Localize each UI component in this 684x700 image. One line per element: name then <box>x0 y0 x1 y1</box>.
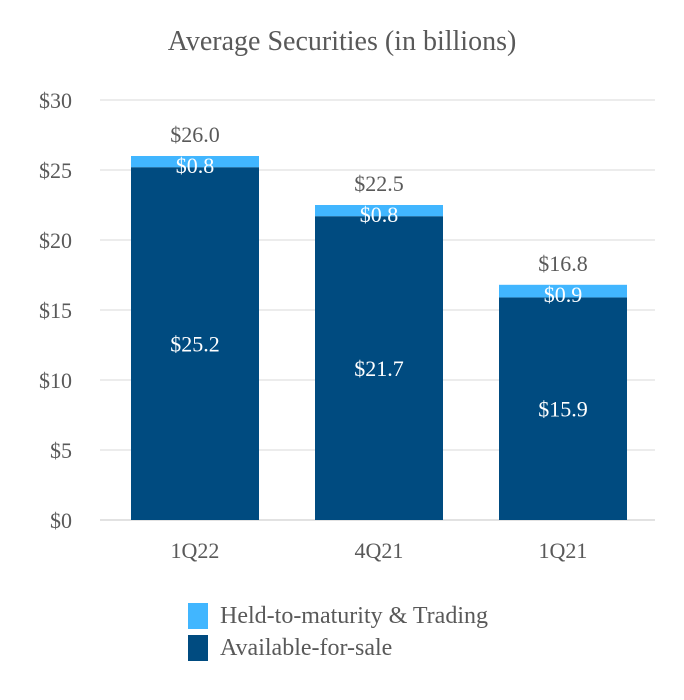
bar-held-to-maturity <box>131 156 259 168</box>
y-tick-label: $10 <box>39 368 72 393</box>
chart-title: Average Securities (in billions) <box>167 26 517 57</box>
legend-label-held-to-maturity: Held-to-maturity & Trading <box>220 602 488 629</box>
x-tick-label: 1Q22 <box>171 538 220 563</box>
legend-item-available-for-sale: Available-for-sale <box>188 632 488 664</box>
legend-item-held-to-maturity: Held-to-maturity & Trading <box>188 600 488 632</box>
x-tick-label: 4Q21 <box>355 538 404 563</box>
total-label: $22.5 <box>354 171 404 196</box>
bar-held-to-maturity <box>499 284 627 298</box>
data-label-held-to-maturity: $0.9 <box>544 282 583 307</box>
y-tick-label: $30 <box>39 88 72 113</box>
data-label-held-to-maturity: $0.8 <box>360 202 399 227</box>
data-label-available-for-sale: $21.7 <box>354 356 404 381</box>
data-label-available-for-sale: $25.2 <box>170 332 220 357</box>
y-tick-label: $15 <box>39 298 72 323</box>
y-tick-label: $25 <box>39 158 72 183</box>
bar-available-for-sale <box>499 297 627 520</box>
legend-swatch-available-for-sale <box>188 635 208 661</box>
data-label-available-for-sale: $15.9 <box>538 397 588 422</box>
y-tick-label: $0 <box>50 508 72 533</box>
bar-available-for-sale <box>315 216 443 520</box>
y-tick-label: $20 <box>39 228 72 253</box>
total-label: $26.0 <box>170 122 220 147</box>
total-label: $16.8 <box>538 251 588 276</box>
legend-swatch-held-to-maturity <box>188 603 208 629</box>
y-tick-label: $5 <box>50 438 72 463</box>
bar-available-for-sale <box>131 167 259 520</box>
bar-held-to-maturity <box>315 205 443 217</box>
legend: Held-to-maturity & Trading Available-for… <box>188 600 488 664</box>
data-label-held-to-maturity: $0.8 <box>176 153 215 178</box>
x-tick-label: 1Q21 <box>539 538 588 563</box>
legend-label-available-for-sale: Available-for-sale <box>220 634 393 661</box>
